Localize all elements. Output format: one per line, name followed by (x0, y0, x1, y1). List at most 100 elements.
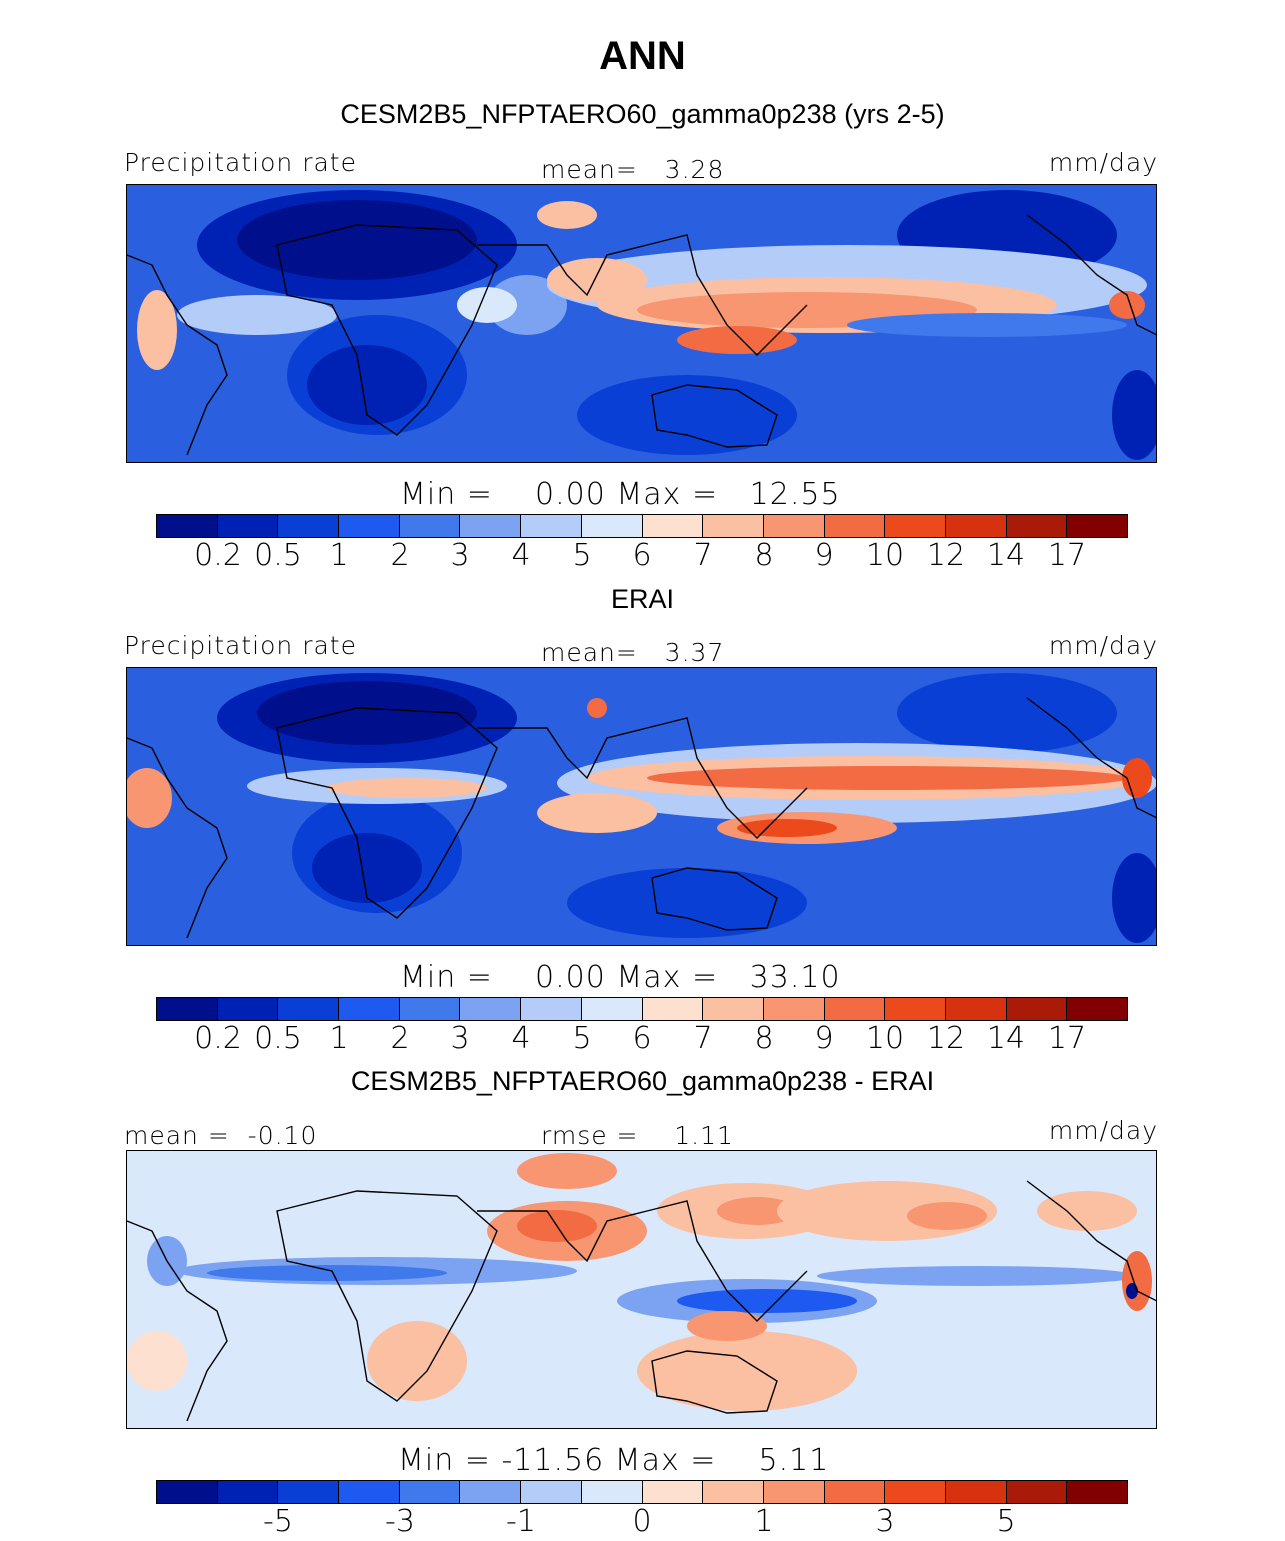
colorbar-bin (278, 998, 340, 1020)
colorbar-bin (642, 515, 704, 537)
panel-1-subtitle: CESM2B5_NFPTAERO60_gamma0p238 (yrs 2-5) (340, 99, 945, 129)
panel-2-mean-label: mean= 3.37 (541, 638, 725, 667)
colorbar-bin (1067, 515, 1127, 537)
colorbar-bin (157, 515, 218, 537)
colorbar-bin (763, 515, 825, 537)
colorbar-bin (217, 998, 279, 1020)
panel-1-colorbar-tick: 0.5 (254, 538, 302, 573)
panel-1-colorbar-tick: 7 (693, 538, 713, 573)
panel-1-colorbar-tick: 14 (986, 538, 1026, 573)
colorbar-bin (581, 1481, 643, 1503)
colorbar-bin (399, 1481, 461, 1503)
panel-2-units-label: mm/day (1048, 631, 1158, 660)
colorbar-bin (1006, 998, 1068, 1020)
panel-2-colorbar-tick: 2 (390, 1021, 410, 1056)
colorbar-bin (703, 1481, 764, 1503)
panel-3-difference-map (126, 1150, 1157, 1429)
panel-1-colorbar-tick: 1 (329, 538, 349, 573)
colorbar-bin (278, 1481, 340, 1503)
panel-2-colorbar-tick: 5 (572, 1021, 592, 1056)
colorbar-bin (1006, 1481, 1068, 1503)
panel-2-colorbar-tick: 3 (450, 1021, 470, 1056)
colorbar-bin (885, 998, 946, 1020)
colorbar-bin (703, 515, 764, 537)
colorbar-bin (945, 1481, 1007, 1503)
panel-3-colorbar-tick: 3 (875, 1504, 895, 1539)
colorbar-bin (703, 998, 764, 1020)
colorbar-bin (824, 1481, 886, 1503)
colorbar-bin (763, 1481, 825, 1503)
colorbar-bin (521, 1481, 582, 1503)
panel-1-minmax: Min = 0.00 Max = 12.55 (400, 477, 841, 512)
colorbar-bin (824, 515, 886, 537)
panel-2-colorbar-tick: 14 (986, 1021, 1026, 1056)
panel-1-mean-label: mean= 3.28 (541, 155, 725, 184)
panel-1-colorbar (156, 514, 1128, 538)
colorbar-bin (1067, 1481, 1127, 1503)
panel-1-colorbar-tick: 5 (572, 538, 592, 573)
colorbar-bin (339, 1481, 400, 1503)
panel-2-colorbar-tick: 12 (926, 1021, 966, 1056)
panel-3-colorbar-tick: -5 (263, 1504, 293, 1539)
panel-2-colorbar-tick: 17 (1047, 1021, 1087, 1056)
panel-1-colorbar-tick: 8 (754, 538, 774, 573)
colorbar-bin (460, 515, 522, 537)
colorbar-bin (824, 998, 886, 1020)
colorbar-bin (642, 1481, 704, 1503)
colorbar-bin (1006, 515, 1068, 537)
colorbar-bin (581, 998, 643, 1020)
panel-1-units-label: mm/day (1048, 148, 1158, 177)
colorbar-bin (339, 998, 400, 1020)
panel-3-colorbar-tick: -1 (506, 1504, 536, 1539)
colorbar-bin (217, 1481, 279, 1503)
colorbar-bin (521, 998, 582, 1020)
panel-2-colorbar (156, 997, 1128, 1021)
colorbar-bin (157, 998, 218, 1020)
panel-1-colorbar-tick: 2 (390, 538, 410, 573)
panel-3-subtitle: CESM2B5_NFPTAERO60_gamma0p238 - ERAI (350, 1066, 935, 1096)
panel-3-colorbar-tick: 5 (996, 1504, 1016, 1539)
panel-3-minmax: Min = -11.56 Max = 5.11 (398, 1443, 830, 1478)
panel-1-colorbar-tick: 12 (926, 538, 966, 573)
colorbar-bin (157, 1481, 218, 1503)
panel-3-colorbar-tick: 1 (754, 1504, 774, 1539)
colorbar-bin (642, 998, 704, 1020)
colorbar-bin (885, 515, 946, 537)
panel-2-colorbar-tick: 9 (814, 1021, 834, 1056)
panel-2-colorbar-tick: 10 (865, 1021, 905, 1056)
colorbar-bin (399, 998, 461, 1020)
colorbar-bin (763, 998, 825, 1020)
panel-2-colorbar-tick: 6 (632, 1021, 652, 1056)
panel-1-colorbar-tick: 0.2 (194, 538, 242, 573)
panel-2-minmax: Min = 0.00 Max = 33.10 (400, 960, 841, 995)
panel-1-colorbar-tick: 3 (450, 538, 470, 573)
colorbar-bin (278, 515, 340, 537)
colorbar-bin (399, 515, 461, 537)
colorbar-bin (1067, 998, 1127, 1020)
panel-2-colorbar-tick: 7 (693, 1021, 713, 1056)
panel-2-colorbar-tick: 0.5 (254, 1021, 302, 1056)
panel-3-colorbar-tick: -3 (385, 1504, 415, 1539)
panel-2-colorbar-tick: 1 (329, 1021, 349, 1056)
colorbar-bin (581, 515, 643, 537)
panel-1-colorbar-tick: 9 (814, 538, 834, 573)
colorbar-bin (945, 998, 1007, 1020)
panel-3-mean-label: mean = -0.10 (124, 1121, 318, 1150)
panel-2-colorbar-tick: 8 (754, 1021, 774, 1056)
panel-1-colorbar-tick: 17 (1047, 538, 1087, 573)
colorbar-bin (885, 1481, 946, 1503)
colorbar-bin (521, 515, 582, 537)
figure-title: ANN (599, 34, 686, 78)
panel-1-colorbar-tick: 6 (632, 538, 652, 573)
colorbar-bin (460, 1481, 522, 1503)
panel-3-rmse-label: rmse = 1.11 (541, 1121, 734, 1150)
panel-2-colorbar-tick: 4 (511, 1021, 531, 1056)
panel-3-colorbar-tick: 0 (632, 1504, 652, 1539)
panel-2-colorbar-tick: 0.2 (194, 1021, 242, 1056)
panel-2-subtitle: ERAI (610, 584, 675, 614)
panel-2-variable-label: Precipitation rate (124, 631, 357, 660)
colorbar-bin (339, 515, 400, 537)
panel-3-units-label: mm/day (1048, 1116, 1158, 1145)
colorbar-bin (460, 998, 522, 1020)
panel-1-precipitation-map (126, 184, 1157, 463)
